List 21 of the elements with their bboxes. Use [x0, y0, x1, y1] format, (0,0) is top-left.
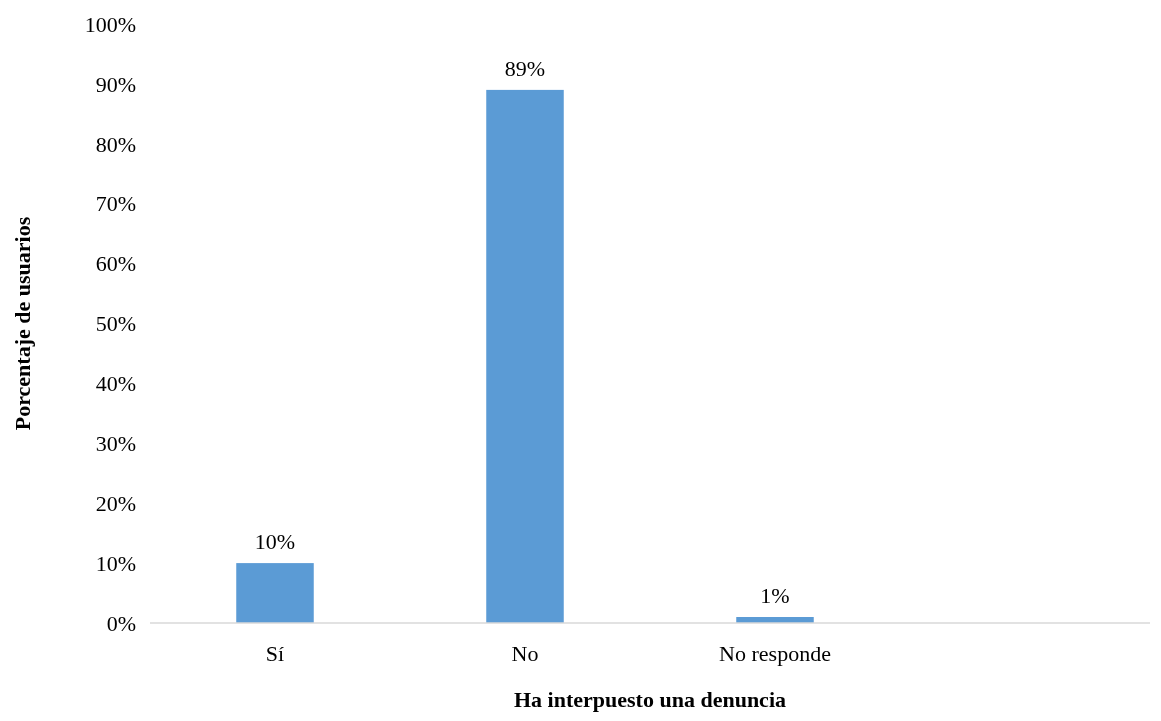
- y-tick-label: 0%: [106, 610, 136, 636]
- x-tick-label: No responde: [719, 641, 831, 666]
- y-tick-label: 30%: [95, 431, 136, 456]
- x-tick-label: No: [511, 641, 539, 666]
- data-label: 89%: [504, 55, 546, 81]
- y-tick-label: 90%: [95, 71, 136, 97]
- y-tick-label: 70%: [95, 191, 136, 217]
- y-tick-label: 60%: [95, 251, 136, 277]
- y-tick-label: 10%: [95, 550, 136, 576]
- bar: [486, 89, 564, 623]
- y-tick-label: 40%: [95, 371, 136, 397]
- x-axis-title: Ha interpuesto una denuncia: [514, 687, 786, 712]
- y-tick-label: 50%: [95, 311, 136, 337]
- x-tick-label: Sí: [265, 641, 285, 666]
- y-tick-label: 100%: [84, 11, 136, 37]
- data-label: 10%: [254, 529, 296, 555]
- y-tick-label: 20%: [95, 490, 136, 516]
- y-axis-title: Porcentaje de usuarios: [10, 216, 35, 431]
- y-tick-label: 80%: [95, 131, 136, 157]
- bar: [236, 563, 314, 623]
- data-label: 1%: [760, 583, 790, 609]
